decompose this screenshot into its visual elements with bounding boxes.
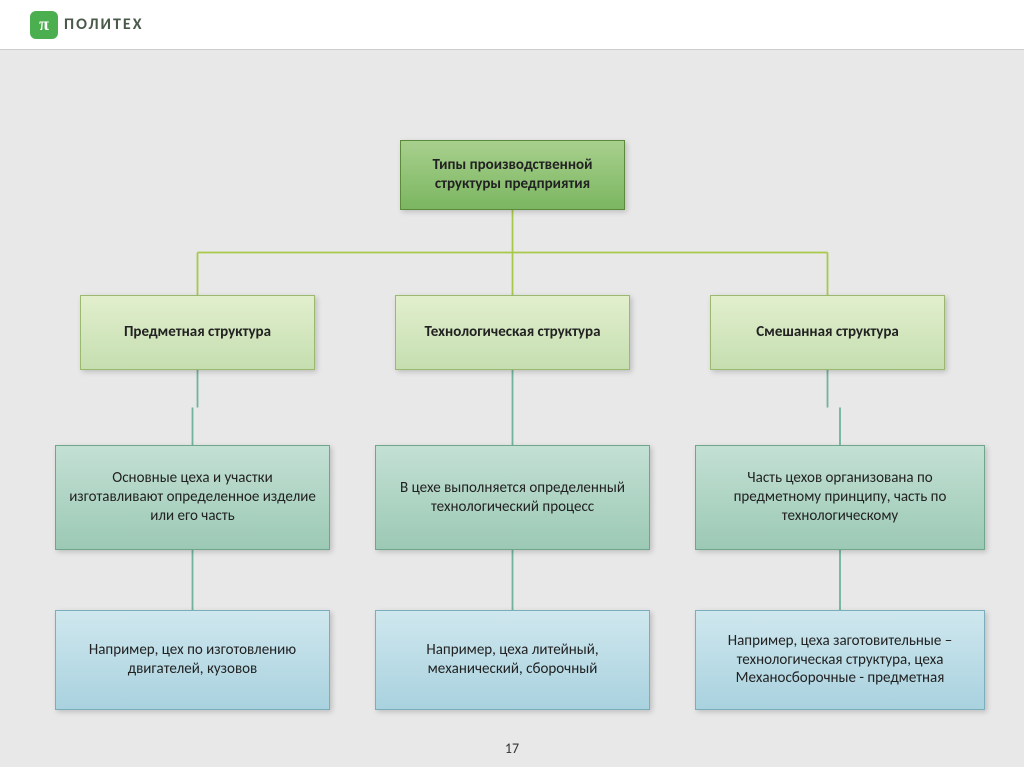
logo: π ПОЛИТЕХ (30, 11, 144, 39)
node-col3_l3: Например, цеха заготовительные – техноло… (695, 610, 985, 710)
node-col2_l3: Например, цеха литейный, механический, с… (375, 610, 650, 710)
logo-text: ПОЛИТЕХ (64, 15, 144, 34)
node-col1_l2: Основные цеха и участки изготавливают оп… (55, 445, 330, 550)
pi-icon: π (30, 11, 58, 39)
node-col3_l2: Часть цехов организована по предметному … (695, 445, 985, 550)
node-col2_l1: Технологическая структура (395, 295, 630, 370)
node-col1_l1: Предметная структура (80, 295, 315, 370)
page-number: 17 (0, 740, 1024, 757)
node-col3_l1: Смешанная структура (710, 295, 945, 370)
header-bar: π ПОЛИТЕХ (0, 0, 1024, 50)
node-col2_l2: В цехе выполняется определенный технолог… (375, 445, 650, 550)
node-col1_l3: Например, цех по изготовлению двигателей… (55, 610, 330, 710)
node-root: Типы производственной структуры предприя… (400, 140, 625, 210)
